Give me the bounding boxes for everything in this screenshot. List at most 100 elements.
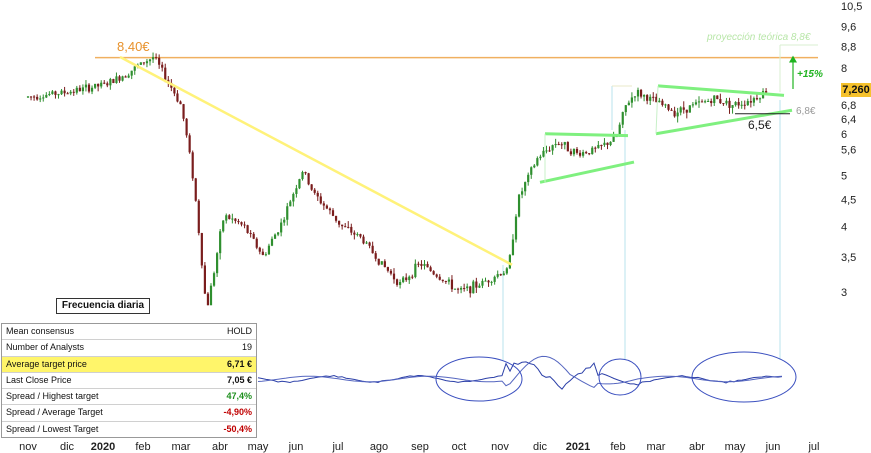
candle-body — [371, 245, 374, 254]
candle-body — [704, 101, 707, 103]
candle-body — [463, 288, 466, 290]
candle-body — [469, 286, 472, 294]
triangle1-lower — [539, 160, 635, 184]
candle-body — [200, 233, 203, 266]
candle-body — [240, 222, 243, 225]
x-tick-label: 2021 — [566, 441, 590, 453]
candle-body — [542, 150, 545, 157]
candle-body — [578, 152, 582, 156]
candle-body — [716, 95, 719, 100]
candle-body — [212, 273, 216, 286]
candle-body — [386, 267, 389, 271]
candle-body — [197, 200, 200, 234]
x-tick-label: sep — [411, 441, 429, 453]
candle-body — [338, 220, 341, 225]
candle-body — [42, 97, 45, 99]
candle-body — [237, 221, 240, 223]
candle-body — [521, 191, 524, 195]
y-tick-label: 4 — [841, 221, 847, 233]
candle-body — [60, 90, 63, 95]
y-tick-label: 8,8 — [841, 41, 856, 53]
consensus-row: Last Close Price 7,05 € — [2, 373, 256, 390]
last-price-badge: 7,260 — [841, 83, 871, 97]
candle-body — [356, 234, 359, 236]
candle-body — [667, 104, 670, 110]
candle-body — [408, 276, 411, 281]
candle-body — [36, 96, 39, 100]
candle-body — [270, 238, 274, 246]
candle-body — [441, 279, 444, 282]
candle-body — [203, 265, 206, 294]
annotations: 8,40€ proyección teórica 8,8€ +15% 6,5€ … — [117, 32, 823, 132]
consensus-value: 19 — [241, 342, 252, 353]
candle-body — [51, 91, 54, 94]
candles — [26, 52, 768, 306]
candle-body — [560, 144, 563, 146]
candle-body — [176, 93, 179, 102]
consensus-value: 6,71 € — [226, 358, 252, 369]
candle-body — [118, 76, 121, 81]
candle-body — [682, 107, 685, 110]
candle-body — [697, 101, 701, 103]
candle-body — [643, 95, 646, 97]
candle-body — [606, 142, 609, 145]
candle-body — [426, 263, 429, 268]
oscillator-line-1 — [257, 361, 783, 390]
consensus-label: Mean consensus — [6, 326, 75, 336]
consensus-row: Mean consensus HOLD — [2, 324, 256, 341]
projection-label: proyección teórica 8,8€ — [706, 32, 811, 43]
candle-body — [112, 79, 115, 84]
candle-body — [316, 192, 319, 197]
candle-body — [484, 280, 487, 282]
candle-body — [533, 165, 536, 168]
candle-body — [505, 268, 508, 274]
candle-body — [725, 100, 728, 104]
candle-body — [252, 233, 255, 239]
x-tick-label: may — [725, 441, 746, 453]
candle-body — [563, 142, 566, 145]
x-tick-label: feb — [135, 441, 150, 453]
oscillator-highlight — [598, 358, 642, 396]
candle-body — [289, 201, 292, 207]
candle-body — [325, 205, 328, 209]
x-axis: nov dic 2020 feb mar abr may jun jul ago sep oct nov… — [19, 441, 819, 453]
consensus-label: Spread / Highest target — [6, 391, 99, 402]
candle-body — [304, 172, 307, 174]
support-label: 6,5€ — [748, 118, 772, 132]
candle-body — [755, 98, 759, 100]
candle-body — [127, 75, 130, 78]
peak-price-label: 8,40€ — [117, 39, 150, 54]
candle-body — [536, 158, 539, 166]
candle-body — [511, 239, 515, 256]
candle-body — [490, 281, 493, 283]
candle-body — [420, 263, 423, 266]
candle-body — [344, 226, 347, 228]
candle-body — [106, 83, 109, 86]
y-tick-label: 3,5 — [841, 252, 856, 264]
candle-body — [447, 279, 450, 282]
candle-body — [249, 233, 252, 235]
candle-body — [713, 95, 716, 104]
candle-body — [658, 100, 661, 103]
y-tick-label: 9,6 — [841, 21, 856, 33]
candle-body — [679, 107, 682, 113]
candle-body — [746, 101, 749, 106]
candle-body — [78, 87, 81, 92]
consensus-label: Last Close Price — [6, 374, 72, 385]
candle-body — [545, 150, 548, 152]
candle-body — [405, 277, 408, 281]
triangle2-edge — [655, 85, 659, 134]
candle-body — [630, 97, 633, 103]
candle-body — [231, 218, 234, 220]
x-tick-label: dic — [533, 441, 548, 453]
candle-body — [524, 182, 527, 192]
candle-body — [277, 232, 280, 235]
candle-body — [566, 142, 569, 152]
candle-body — [539, 156, 542, 159]
candle-body — [627, 102, 630, 106]
candle-body — [310, 184, 313, 190]
candle-body — [429, 267, 432, 272]
candle-body — [423, 263, 426, 266]
consensus-label: Number of Analysts — [6, 342, 85, 353]
oscillator-highlight — [435, 356, 523, 402]
